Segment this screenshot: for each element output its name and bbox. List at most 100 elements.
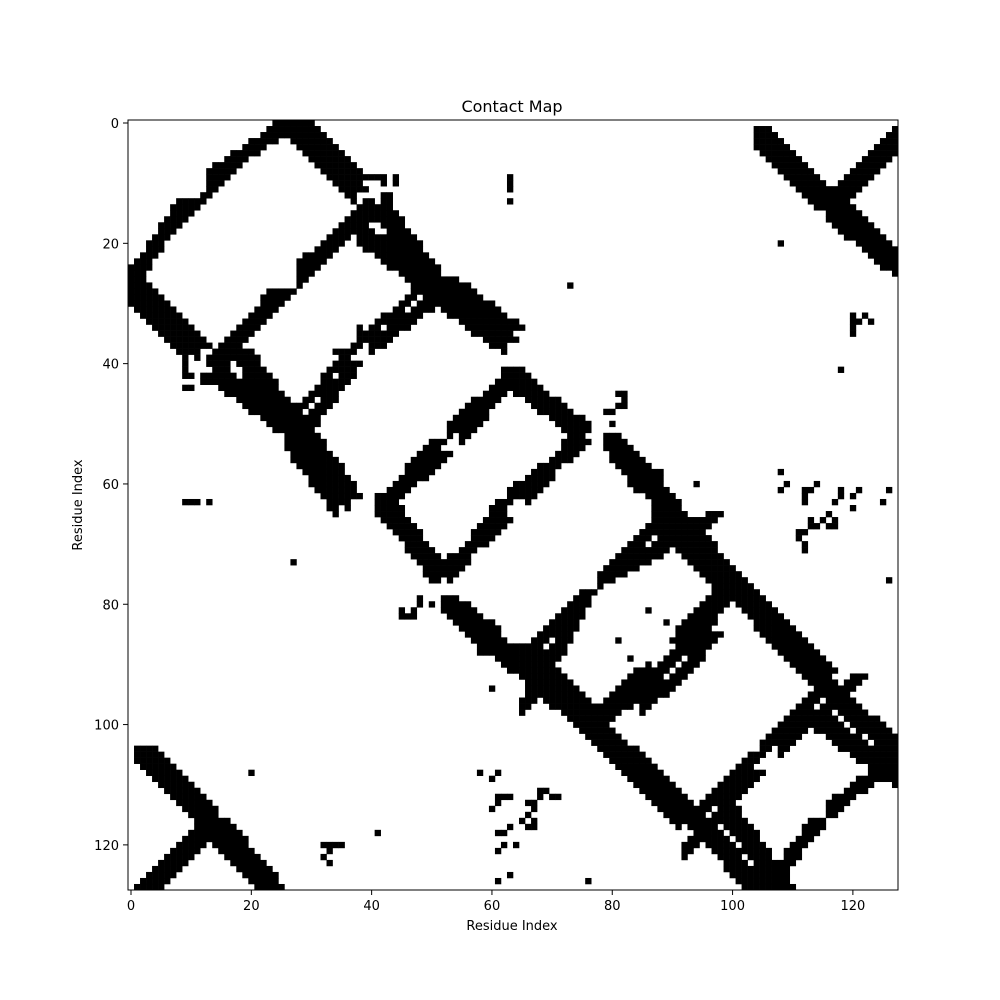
- contact-cell: [254, 883, 261, 891]
- contact-cell: [506, 793, 514, 801]
- contact-cell: [729, 583, 736, 590]
- contact-cell: [326, 456, 333, 464]
- contact-cell: [134, 745, 141, 752]
- contact-cell: [765, 156, 772, 163]
- contact-cell: [248, 324, 255, 331]
- contact-cell: [350, 222, 357, 229]
- contact-cell: [633, 667, 640, 674]
- contact-cell: [488, 336, 496, 343]
- contact-cell: [723, 853, 730, 861]
- contact-cell: [224, 156, 231, 163]
- contact-cell: [843, 180, 851, 187]
- contact-cell: [561, 402, 568, 410]
- contact-cell: [549, 631, 556, 638]
- contact-cell: [537, 667, 544, 674]
- contact-cell: [681, 661, 688, 668]
- contact-cell: [392, 486, 400, 494]
- contact-cell: [729, 775, 736, 783]
- contact-cell: [591, 703, 598, 710]
- contact-cell: [200, 811, 207, 819]
- contact-cell: [398, 306, 406, 313]
- contact-cell: [260, 883, 267, 891]
- contact-cell: [801, 709, 809, 716]
- contact-cell: [500, 336, 508, 343]
- contact-cell: [164, 306, 171, 313]
- contact-cell: [314, 438, 321, 446]
- contact-cell: [176, 198, 183, 205]
- contact-cell: [458, 607, 466, 614]
- contact-cell: [837, 204, 845, 211]
- contact-cell: [452, 619, 460, 626]
- contact-cell: [320, 480, 327, 488]
- contact-cell: [753, 757, 760, 764]
- contact-cell: [789, 853, 797, 861]
- contact-cell: [440, 276, 448, 283]
- contact-cell: [789, 637, 797, 644]
- contact-cell: [326, 162, 333, 169]
- contact-cell: [326, 246, 333, 253]
- contact-cell: [254, 865, 261, 873]
- contact-cell: [675, 625, 682, 632]
- contact-cell: [699, 601, 706, 608]
- contact-cell: [639, 703, 646, 710]
- contact-cell: [446, 577, 454, 584]
- contact-cell: [657, 529, 664, 536]
- contact-cell: [687, 553, 694, 560]
- contact-cell: [224, 348, 231, 355]
- contact-cell: [140, 294, 147, 301]
- contact-cell: [741, 601, 748, 608]
- contact-cell: [717, 577, 724, 584]
- contact-cell: [621, 745, 628, 752]
- contact-cell: [513, 384, 520, 392]
- contact-cell: [488, 511, 496, 518]
- contact-cell: [344, 156, 351, 163]
- contact-cell: [549, 793, 556, 801]
- contact-cell: [783, 733, 791, 740]
- contact-cell: [603, 444, 610, 452]
- contact-cell: [266, 871, 273, 879]
- contact-cell: [753, 775, 760, 783]
- contact-cell: [296, 264, 303, 271]
- contact-cell: [398, 216, 406, 223]
- contact-cell: [500, 324, 508, 331]
- contact-cell: [627, 559, 634, 566]
- contact-cell: [807, 703, 815, 710]
- contact-cell: [182, 853, 189, 861]
- contact-cell: [476, 306, 484, 313]
- contact-cell: [765, 625, 772, 632]
- contact-cell: [663, 505, 670, 512]
- contact-cell: [452, 306, 460, 313]
- contact-cell: [272, 294, 279, 301]
- contact-cell: [164, 336, 171, 343]
- contact-cell: [404, 468, 412, 476]
- contact-cell: [585, 703, 592, 710]
- contact-cell: [272, 414, 279, 422]
- contact-cell: [741, 847, 748, 855]
- contact-cell: [362, 186, 369, 193]
- contact-cell: [867, 174, 875, 181]
- contact-cell: [482, 541, 490, 548]
- contact-cell: [374, 318, 381, 325]
- contact-cell: [705, 829, 712, 837]
- contact-cell: [506, 643, 514, 650]
- contact-cell: [765, 144, 772, 151]
- contact-cell: [891, 733, 899, 740]
- contact-cell: [230, 859, 237, 867]
- contact-cell: [849, 324, 857, 331]
- contact-cell: [188, 799, 195, 807]
- contact-cell: [849, 781, 857, 789]
- contact-cell: [615, 685, 622, 692]
- contact-cell: [627, 775, 634, 783]
- contact-cell: [440, 438, 448, 446]
- contact-cell: [236, 396, 243, 404]
- contact-cell: [296, 426, 303, 434]
- contact-cell: [416, 270, 424, 277]
- contact-cell: [615, 691, 622, 698]
- contact-cell: [747, 871, 754, 879]
- contact-cell: [639, 553, 646, 560]
- contact-cell: [801, 721, 809, 728]
- contact-cell: [663, 685, 670, 692]
- contact-cell: [891, 258, 899, 265]
- contact-cell: [338, 234, 345, 241]
- contact-cell: [615, 739, 622, 746]
